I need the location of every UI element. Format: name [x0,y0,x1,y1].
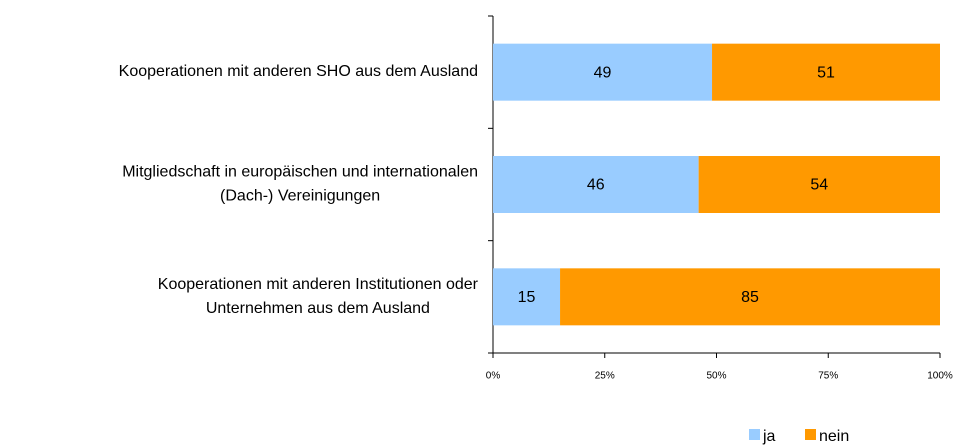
category-label: Kooperationen mit anderen SHO aus dem Au… [119,63,478,80]
x-tick-label: 25% [595,371,615,382]
bar-segment [698,156,940,213]
bar-segment [493,156,699,213]
data-label: 85 [741,289,759,306]
data-label: 51 [817,64,835,81]
bar-segment [560,268,940,326]
legend-label: ja [762,428,776,445]
legend-swatch [805,429,816,440]
data-label: 46 [587,177,605,194]
category-label: Mitgliedschaft in europäischen und inter… [122,164,478,205]
legend-label: nein [819,428,849,445]
x-tick-label: 75% [818,371,838,382]
data-label: 15 [518,289,536,306]
x-tick-label: 0% [486,371,501,382]
x-tick-label: 50% [706,371,726,382]
category-label: Kooperationen mit anderen Institutionen … [158,276,479,317]
bar-segment [493,268,561,326]
data-label: 54 [810,177,828,194]
bar-segment [493,43,713,101]
data-label: 49 [594,64,612,81]
legend-swatch [749,429,760,440]
x-tick-label: 100% [927,371,953,382]
bar-segment [712,43,940,101]
